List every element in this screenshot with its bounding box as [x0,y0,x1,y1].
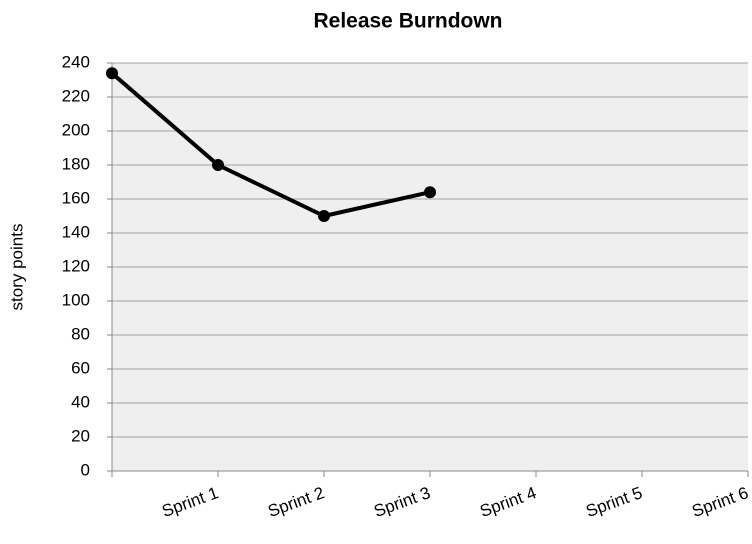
y-tick-label: 80 [71,324,90,343]
point [212,159,224,171]
point [424,186,436,199]
point [318,210,330,222]
y-tick-label: 200 [62,120,90,139]
y-tick-label: 120 [62,256,90,275]
y-tick-label: 180 [62,154,90,173]
y-tick-label: 160 [62,188,90,207]
y-tick-label: 240 [62,52,90,71]
y-axis-label: story points [7,224,26,311]
chart-title: Release Burndown [313,10,502,33]
y-tick-label: 100 [62,290,90,309]
x-tick-label: Sprint 6 [689,483,751,521]
y-tick-label: 60 [71,358,90,377]
x-tick-label: Sprint 3 [371,483,433,521]
y-tick-label: 40 [71,392,90,411]
x-tick-label: Sprint 4 [477,483,539,521]
y-tick-label: 20 [71,426,90,445]
x-tick-label: Sprint 5 [583,483,645,521]
x-tick-label: Sprint 2 [265,483,327,521]
y-tick-label: 140 [62,222,90,241]
line [110,71,431,218]
point [106,67,118,80]
y-tick-label: 0 [81,460,90,479]
y-tick-label: 220 [62,86,90,105]
x-tick-label: Sprint 1 [159,483,221,521]
